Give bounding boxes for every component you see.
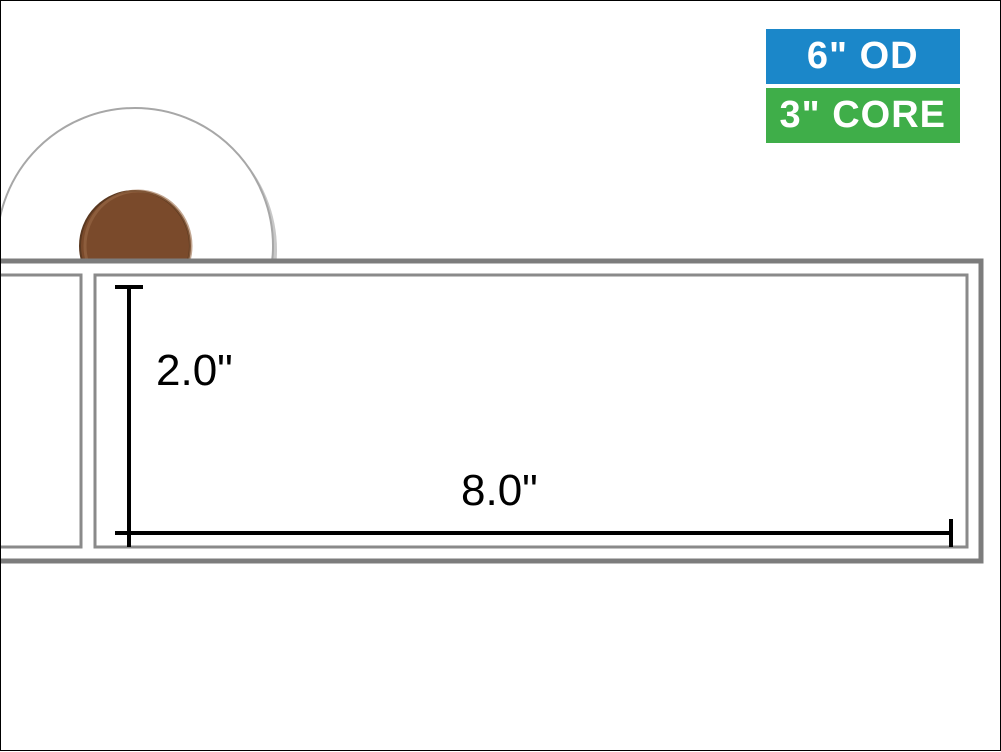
height-dimension-label: 2.0" — [156, 346, 233, 396]
label-roll-diagram — [1, 1, 1001, 752]
width-dimension-label: 8.0" — [461, 466, 538, 516]
